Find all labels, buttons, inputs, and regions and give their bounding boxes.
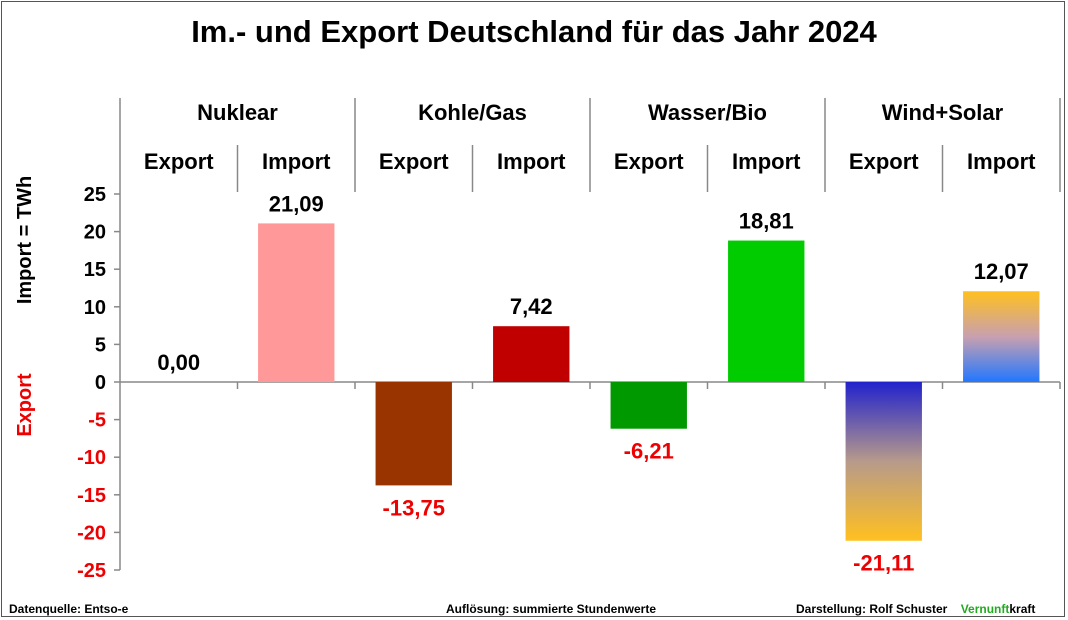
bar-value-label: -21,11 bbox=[853, 551, 914, 576]
footer-source: Datenquelle: Entso-e bbox=[9, 602, 129, 616]
subcategory-header: Import bbox=[732, 149, 801, 174]
footer-credit-author: Darstellung: Rolf Schuster bbox=[796, 602, 948, 616]
bar bbox=[375, 382, 452, 486]
subcategory-header: Export bbox=[144, 149, 214, 174]
y-tick-label: -20 bbox=[77, 522, 106, 544]
y-tick-label: 0 bbox=[95, 372, 106, 394]
y-tick-label: 25 bbox=[84, 184, 106, 206]
bar-value-label: 12,07 bbox=[974, 259, 1029, 284]
y-tick-label: 15 bbox=[84, 259, 106, 281]
y-axis-label-import: Import = TWh bbox=[14, 176, 36, 304]
bar bbox=[728, 240, 805, 382]
bar-value-label: 7,42 bbox=[510, 294, 553, 319]
subcategory-header: Import bbox=[497, 149, 566, 174]
bar-value-label: -13,75 bbox=[383, 495, 445, 520]
footer-credit: Darstellung: Rolf Schuster Vernunftkraft bbox=[796, 602, 1035, 616]
group-header: Kohle/Gas bbox=[418, 100, 527, 125]
group-header: Wasser/Bio bbox=[648, 100, 767, 125]
bar bbox=[845, 382, 922, 541]
bar bbox=[258, 223, 335, 382]
chart-title: Im.- und Export Deutschland für das Jahr… bbox=[191, 14, 877, 49]
y-tick-label: -25 bbox=[77, 560, 106, 582]
y-tick-label: 20 bbox=[84, 222, 106, 244]
bar bbox=[963, 291, 1040, 382]
y-tick-label: -10 bbox=[77, 447, 106, 469]
subcategory-header: Export bbox=[849, 149, 919, 174]
bar bbox=[610, 382, 687, 429]
footer-brand-black: kraft bbox=[1009, 602, 1036, 616]
y-tick-label: 10 bbox=[84, 297, 106, 319]
subcategory-header: Import bbox=[967, 149, 1036, 174]
bar-value-label: -6,21 bbox=[624, 439, 674, 464]
subcategory-header: Export bbox=[614, 149, 684, 174]
y-tick-label: 5 bbox=[95, 334, 106, 356]
footer-resolution: Auflösung: summierte Stundenwerte bbox=[446, 602, 657, 616]
y-tick-label: -15 bbox=[77, 485, 106, 507]
y-tick-label: -5 bbox=[88, 410, 106, 432]
bar bbox=[493, 326, 570, 382]
bar-value-label: 0,00 bbox=[157, 350, 200, 375]
subcategory-header: Export bbox=[379, 149, 449, 174]
y-axis-label-export: Export bbox=[14, 373, 36, 437]
group-header: Nuklear bbox=[197, 100, 278, 125]
bar-value-label: 21,09 bbox=[269, 191, 324, 216]
footer-brand-green: Vernunft bbox=[960, 602, 1010, 616]
bar-value-label: 18,81 bbox=[739, 209, 794, 234]
group-header: Wind+Solar bbox=[882, 100, 1004, 125]
subcategory-header: Import bbox=[262, 149, 331, 174]
